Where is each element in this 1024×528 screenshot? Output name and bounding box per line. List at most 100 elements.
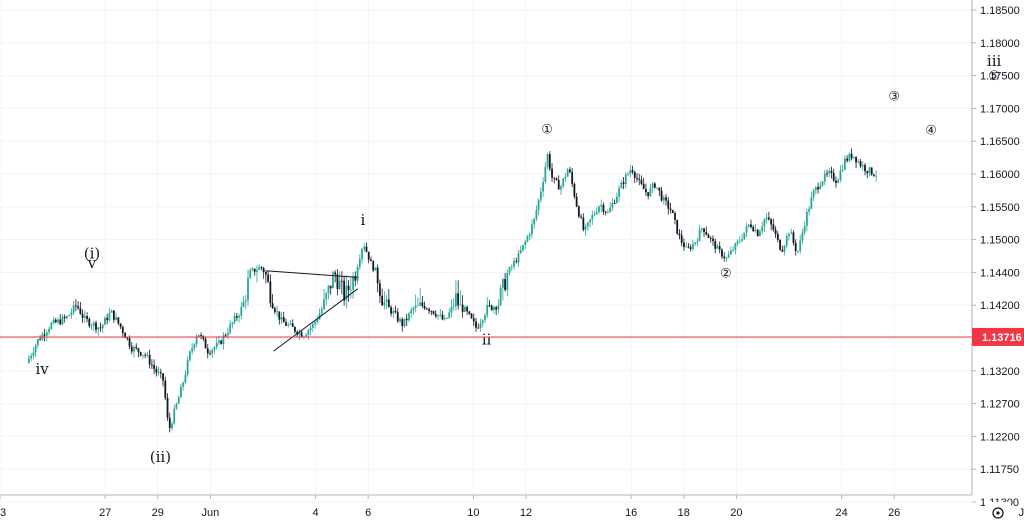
candle (752, 225, 755, 232)
candle-body (126, 337, 129, 339)
candle (629, 165, 632, 178)
candle (620, 179, 623, 189)
candle (419, 287, 422, 307)
candle (253, 268, 256, 276)
candle (376, 264, 379, 293)
candle-body (607, 212, 609, 213)
candle-body (801, 232, 804, 241)
candle (101, 323, 104, 333)
candle (195, 334, 198, 348)
candle-body (235, 316, 238, 318)
candle-body (591, 215, 594, 220)
candle (329, 285, 332, 295)
candle (423, 301, 426, 310)
candle-body (327, 285, 330, 294)
candle (139, 351, 142, 357)
candle (133, 345, 135, 357)
candle (79, 301, 82, 315)
candle (437, 314, 439, 320)
candle (173, 404, 176, 425)
candle (191, 342, 194, 355)
candle (725, 256, 728, 262)
candle-body (117, 317, 120, 324)
settings-button[interactable] (985, 502, 1011, 524)
candle (839, 165, 842, 183)
candle-body (86, 316, 88, 320)
gear-icon[interactable] (992, 507, 1004, 519)
candle (430, 310, 433, 316)
candle (685, 241, 688, 248)
candle (327, 284, 330, 300)
candle (428, 307, 430, 314)
candle (479, 318, 482, 332)
candle-body (620, 182, 623, 189)
candle (349, 277, 352, 299)
y-tick-label: 1.12700 (980, 399, 1020, 411)
candle-body (698, 229, 701, 241)
candle (367, 251, 370, 264)
candle-body (481, 320, 484, 324)
candle-body (658, 187, 661, 191)
candle-body (738, 240, 741, 242)
candle (732, 246, 735, 252)
candles (28, 148, 878, 433)
candle-body (341, 280, 343, 282)
candle-body (495, 307, 498, 310)
candle (687, 242, 690, 249)
candle-body (602, 204, 605, 212)
candle (580, 213, 582, 219)
candle (826, 169, 828, 177)
candle (459, 290, 462, 306)
candle-body (175, 403, 178, 409)
candle (524, 239, 527, 250)
candle-body (142, 354, 144, 356)
candle-body (627, 173, 629, 175)
candle-body (774, 229, 777, 234)
candle-body (282, 317, 285, 323)
price-axis[interactable]: 1.18500 1.18000 1.17500 1.17000 1.16500 1.160… (971, 0, 1024, 509)
candle (128, 335, 131, 349)
candle-body (399, 319, 401, 322)
candle-body (721, 249, 723, 257)
candle-body (139, 352, 142, 356)
candle (472, 313, 475, 327)
candle (175, 402, 178, 410)
time-axis[interactable]: 232729Jun4610121618202426Jul37911 (0, 494, 1024, 519)
candle-body (571, 171, 574, 184)
candle-body (305, 334, 308, 337)
candle-body (703, 228, 705, 232)
wave-label: (ii) (150, 448, 171, 466)
candle-body (70, 312, 73, 315)
candle (716, 243, 719, 249)
candle-body (580, 216, 582, 218)
candle (850, 148, 853, 161)
candle-body (555, 178, 558, 180)
candle-body (727, 254, 730, 258)
candle (832, 168, 835, 183)
candle (180, 383, 182, 398)
candle-body (609, 207, 612, 213)
candle-body (206, 348, 209, 354)
candle (577, 205, 580, 219)
candle-body (776, 233, 779, 240)
candle-body (352, 276, 354, 290)
candle-body (213, 347, 216, 350)
candle-body (452, 306, 455, 308)
candle (68, 314, 71, 317)
candle-body (262, 268, 265, 272)
candle-body (470, 313, 473, 319)
candle (868, 166, 871, 177)
candle (363, 243, 366, 253)
candle-body (821, 181, 824, 186)
candle (553, 177, 556, 184)
candle-body (173, 408, 176, 424)
candle (86, 312, 88, 323)
candle-body (678, 233, 681, 236)
candle-body (569, 169, 571, 172)
candle (146, 351, 149, 358)
x-tick-label: 20 (730, 507, 742, 519)
candle (497, 299, 500, 314)
candle-body (866, 171, 869, 174)
candle-body (347, 285, 350, 291)
